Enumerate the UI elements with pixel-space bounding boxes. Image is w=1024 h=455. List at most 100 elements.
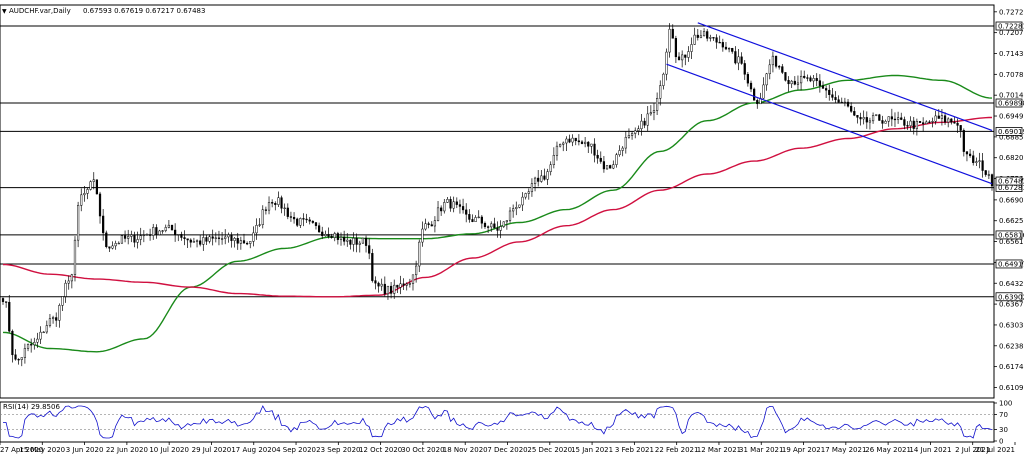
candle-body <box>123 235 127 239</box>
candle-body <box>283 207 286 209</box>
candle-body <box>164 227 167 231</box>
price-tick-label: 0.68205 <box>999 154 1024 162</box>
candle-body <box>765 73 768 86</box>
candle-body <box>189 239 192 243</box>
candle-body <box>690 44 693 52</box>
candle-body <box>499 226 502 231</box>
date-tick-label: 30 Oct 2020 <box>401 446 444 454</box>
candle-body <box>408 283 411 285</box>
date-tick-label: 15 May 2020 <box>19 446 65 454</box>
candle-body <box>518 204 521 208</box>
candle-body <box>95 179 99 195</box>
level-tag-label: 0.65816 <box>998 231 1024 239</box>
channel-lines <box>666 22 993 185</box>
candle-body <box>706 31 709 39</box>
candle-body <box>781 66 784 73</box>
date-tick-label: 29 Jul 2020 <box>192 446 232 454</box>
candle-body <box>940 115 944 119</box>
candle-body <box>55 317 58 321</box>
candle-body <box>364 237 368 246</box>
candle-body <box>292 217 296 220</box>
candle-body <box>236 238 239 244</box>
candle-body <box>981 160 984 171</box>
candle-body <box>918 121 922 123</box>
candle-body <box>934 115 937 122</box>
candle-body <box>252 232 255 242</box>
candle-body <box>483 223 487 227</box>
price-tick-label: 0.70785 <box>999 71 1024 79</box>
candle-body <box>145 234 149 236</box>
candle-body <box>737 56 740 64</box>
candle-body <box>386 285 390 295</box>
candle-body <box>111 245 114 249</box>
candle-body <box>230 234 233 241</box>
menu-triangle-icon[interactable]: ▼ <box>2 8 7 15</box>
candle-body <box>127 236 130 239</box>
candle-body <box>452 201 455 209</box>
rsi-panel-frame <box>0 401 995 443</box>
candle-body <box>900 117 903 120</box>
candle-body <box>465 209 468 215</box>
candle-body <box>286 207 289 217</box>
candle-body <box>471 219 474 222</box>
candle-body <box>812 78 815 82</box>
candle-body <box>596 154 599 159</box>
candle-body <box>220 238 224 240</box>
candle-body <box>308 219 311 222</box>
candle-body <box>959 125 962 131</box>
date-tick-label: 22 Jun 2020 <box>106 446 148 454</box>
candle-body <box>83 193 86 196</box>
candle-body <box>875 114 878 116</box>
candle-body <box>530 183 534 193</box>
candle-body <box>246 242 249 245</box>
candle-body <box>455 201 458 205</box>
candle-body <box>327 234 330 237</box>
candle-body <box>634 130 637 134</box>
candle-body <box>502 221 505 227</box>
candle-body <box>753 88 756 101</box>
candle-body <box>740 56 743 64</box>
candle-body <box>105 232 108 248</box>
candle-body <box>1 298 5 302</box>
level-tag-box <box>995 127 1023 136</box>
candle-body <box>361 237 365 244</box>
candle-body <box>170 224 174 231</box>
candle-body <box>640 120 643 130</box>
date-tick-label: 14 Jun 2021 <box>909 446 951 454</box>
candle-body <box>264 209 268 211</box>
candle-body <box>339 236 343 240</box>
candle-body <box>261 209 264 225</box>
date-tick-label: 10 Jul 2020 <box>149 446 189 454</box>
rsi-line <box>2 405 993 439</box>
candle-body <box>571 137 574 143</box>
candle-body <box>718 41 721 44</box>
candle-body <box>612 164 615 169</box>
candle-body <box>543 175 546 180</box>
candle-body <box>774 55 778 67</box>
candle-body <box>931 121 934 123</box>
candle-body <box>192 241 196 243</box>
candle-body <box>621 147 624 151</box>
candle-body <box>677 56 681 61</box>
price-tick-label: 0.63675 <box>999 301 1024 309</box>
moving-average-line <box>2 74 993 353</box>
candle-body <box>277 197 280 205</box>
candle-body <box>158 230 161 235</box>
candle-body <box>480 216 483 224</box>
candle-body <box>208 236 211 242</box>
candle-body <box>602 161 606 170</box>
candle-body <box>618 150 621 155</box>
candle-body <box>267 202 271 211</box>
candle-body <box>665 51 668 75</box>
candle-body <box>70 274 73 282</box>
candle-body <box>352 237 355 245</box>
candle-body <box>709 37 712 39</box>
candle-body <box>45 325 48 333</box>
candle-body <box>371 253 374 281</box>
candle-body <box>790 80 793 85</box>
candle-body <box>965 151 969 155</box>
